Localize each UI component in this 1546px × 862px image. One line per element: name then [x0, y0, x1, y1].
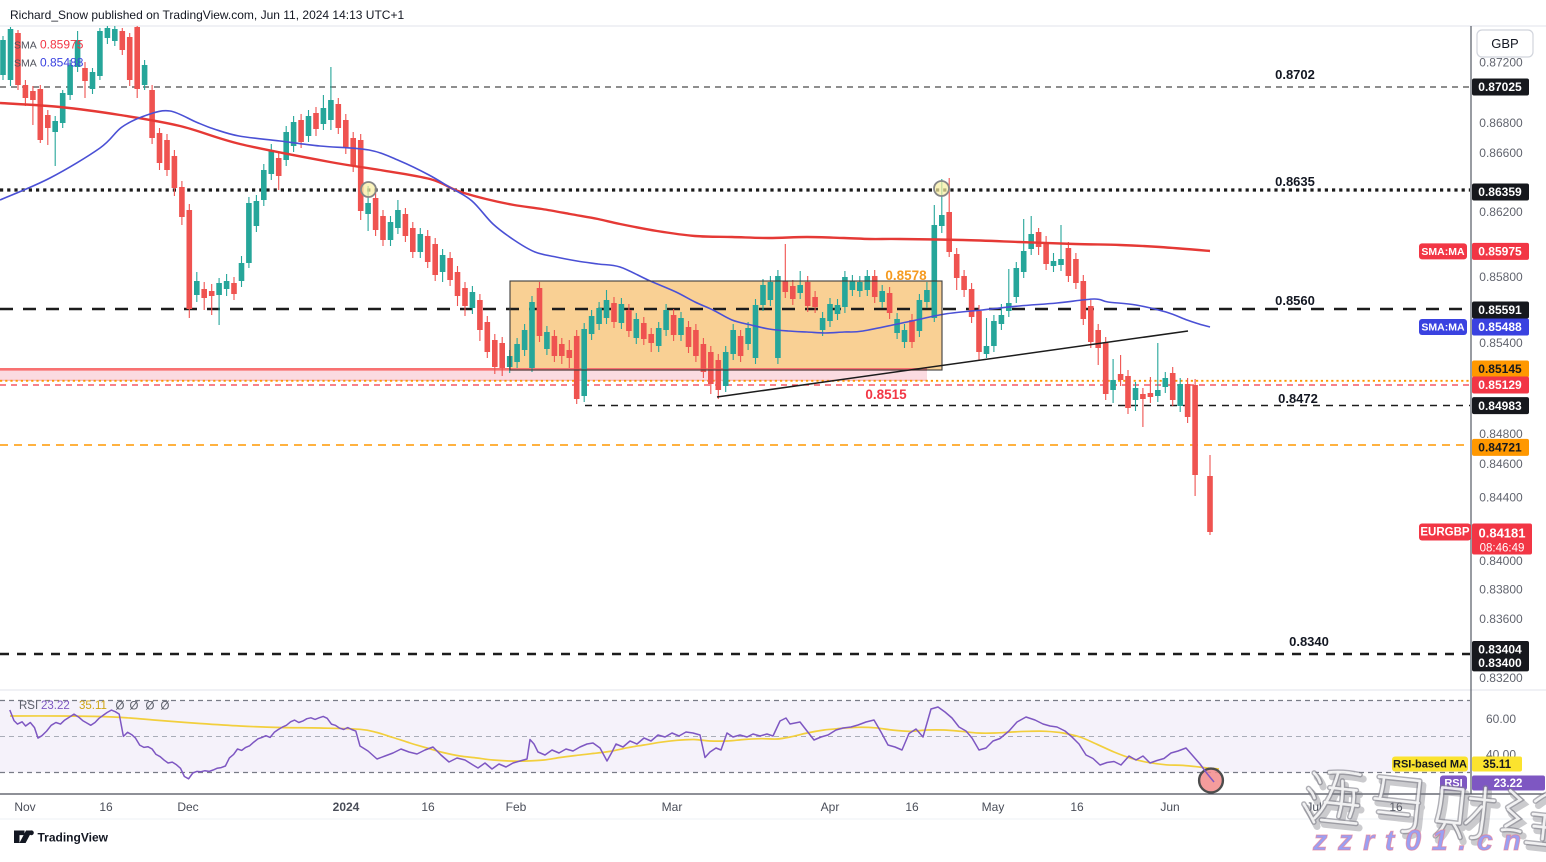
svg-text:Richard_Snow published on Trad: Richard_Snow published on TradingView.co… — [10, 8, 404, 22]
svg-text:2024: 2024 — [333, 800, 360, 814]
svg-text:RSI-based MA: RSI-based MA — [1393, 759, 1467, 771]
svg-text:0.85145: 0.85145 — [1478, 362, 1522, 376]
svg-text:0.85591: 0.85591 — [1478, 303, 1522, 317]
svg-text:0.83400: 0.83400 — [1478, 656, 1522, 670]
svg-text:0.83600: 0.83600 — [1479, 612, 1523, 626]
svg-text:16: 16 — [905, 800, 919, 814]
svg-text:08:46:49: 08:46:49 — [1480, 543, 1525, 555]
svg-text:RSI: RSI — [19, 700, 38, 712]
svg-text:0.85400: 0.85400 — [1479, 336, 1523, 350]
svg-text:0.86200: 0.86200 — [1479, 205, 1523, 219]
svg-text:0.8635: 0.8635 — [1275, 174, 1315, 189]
svg-text:GBP: GBP — [1491, 36, 1518, 51]
svg-text:Jun: Jun — [1160, 800, 1179, 814]
svg-text:23.22: 23.22 — [41, 700, 70, 712]
svg-text:0.8472: 0.8472 — [1278, 391, 1318, 406]
svg-text:EURGBP: EURGBP — [1420, 527, 1470, 539]
svg-text:0.85488: 0.85488 — [40, 56, 84, 70]
svg-text:0.8560: 0.8560 — [1275, 293, 1315, 308]
svg-text:0.84181: 0.84181 — [1479, 526, 1526, 541]
svg-text:SMA:MA: SMA:MA — [1421, 246, 1465, 258]
svg-text:0.87200: 0.87200 — [1479, 56, 1523, 70]
svg-text:0.83200: 0.83200 — [1479, 671, 1523, 685]
svg-text:Feb: Feb — [506, 800, 527, 814]
svg-text:0.83404: 0.83404 — [1478, 643, 1522, 657]
svg-text:0.87025: 0.87025 — [1478, 80, 1522, 94]
svg-text:Dec: Dec — [177, 800, 198, 814]
svg-text:0.8702: 0.8702 — [1275, 67, 1315, 82]
svg-text:0.84721: 0.84721 — [1478, 441, 1522, 455]
svg-text:0.84800: 0.84800 — [1479, 427, 1523, 441]
svg-text:0.8340: 0.8340 — [1289, 634, 1329, 649]
svg-text:0.84400: 0.84400 — [1479, 491, 1523, 505]
svg-text:Ø: Ø — [130, 701, 139, 713]
svg-text:SMA: SMA — [14, 58, 37, 70]
svg-text:16: 16 — [1070, 800, 1084, 814]
svg-text:0.85800: 0.85800 — [1479, 270, 1523, 284]
svg-text:0.85975: 0.85975 — [1478, 245, 1522, 259]
svg-text:0.86600: 0.86600 — [1479, 146, 1523, 160]
svg-text:0.83800: 0.83800 — [1479, 583, 1523, 597]
svg-text:0.85488: 0.85488 — [1478, 320, 1522, 334]
svg-text:0.84983: 0.84983 — [1478, 399, 1522, 413]
svg-text:SMA: SMA — [14, 40, 37, 52]
svg-text:60.00: 60.00 — [1486, 712, 1516, 726]
svg-text:0.86359: 0.86359 — [1478, 185, 1522, 199]
svg-text:Ø: Ø — [116, 701, 125, 713]
svg-text:May: May — [982, 800, 1005, 814]
svg-text:0.8515: 0.8515 — [865, 387, 907, 402]
svg-text:Ø: Ø — [161, 701, 170, 713]
svg-text:23.22: 23.22 — [1494, 778, 1523, 790]
svg-text:16: 16 — [99, 800, 113, 814]
svg-text:35.11: 35.11 — [1483, 759, 1512, 771]
svg-text:0.8578: 0.8578 — [885, 268, 927, 283]
svg-text:TradingView: TradingView — [38, 831, 109, 845]
svg-text:0.84600: 0.84600 — [1479, 457, 1523, 471]
svg-text:0.85975: 0.85975 — [40, 38, 84, 52]
svg-text:0.86800: 0.86800 — [1479, 116, 1523, 130]
svg-text:Ø: Ø — [146, 701, 155, 713]
svg-text:zzrt01.cn: zzrt01.cn — [1312, 825, 1532, 857]
svg-text:Nov: Nov — [14, 800, 35, 814]
svg-text:SMA:MA: SMA:MA — [1421, 322, 1465, 334]
svg-text:0.85129: 0.85129 — [1478, 378, 1522, 392]
svg-text:Mar: Mar — [662, 800, 683, 814]
svg-text:0.84000: 0.84000 — [1479, 554, 1523, 568]
svg-text:Apr: Apr — [821, 800, 840, 814]
svg-text:16: 16 — [421, 800, 435, 814]
svg-text:35.11: 35.11 — [79, 700, 107, 712]
